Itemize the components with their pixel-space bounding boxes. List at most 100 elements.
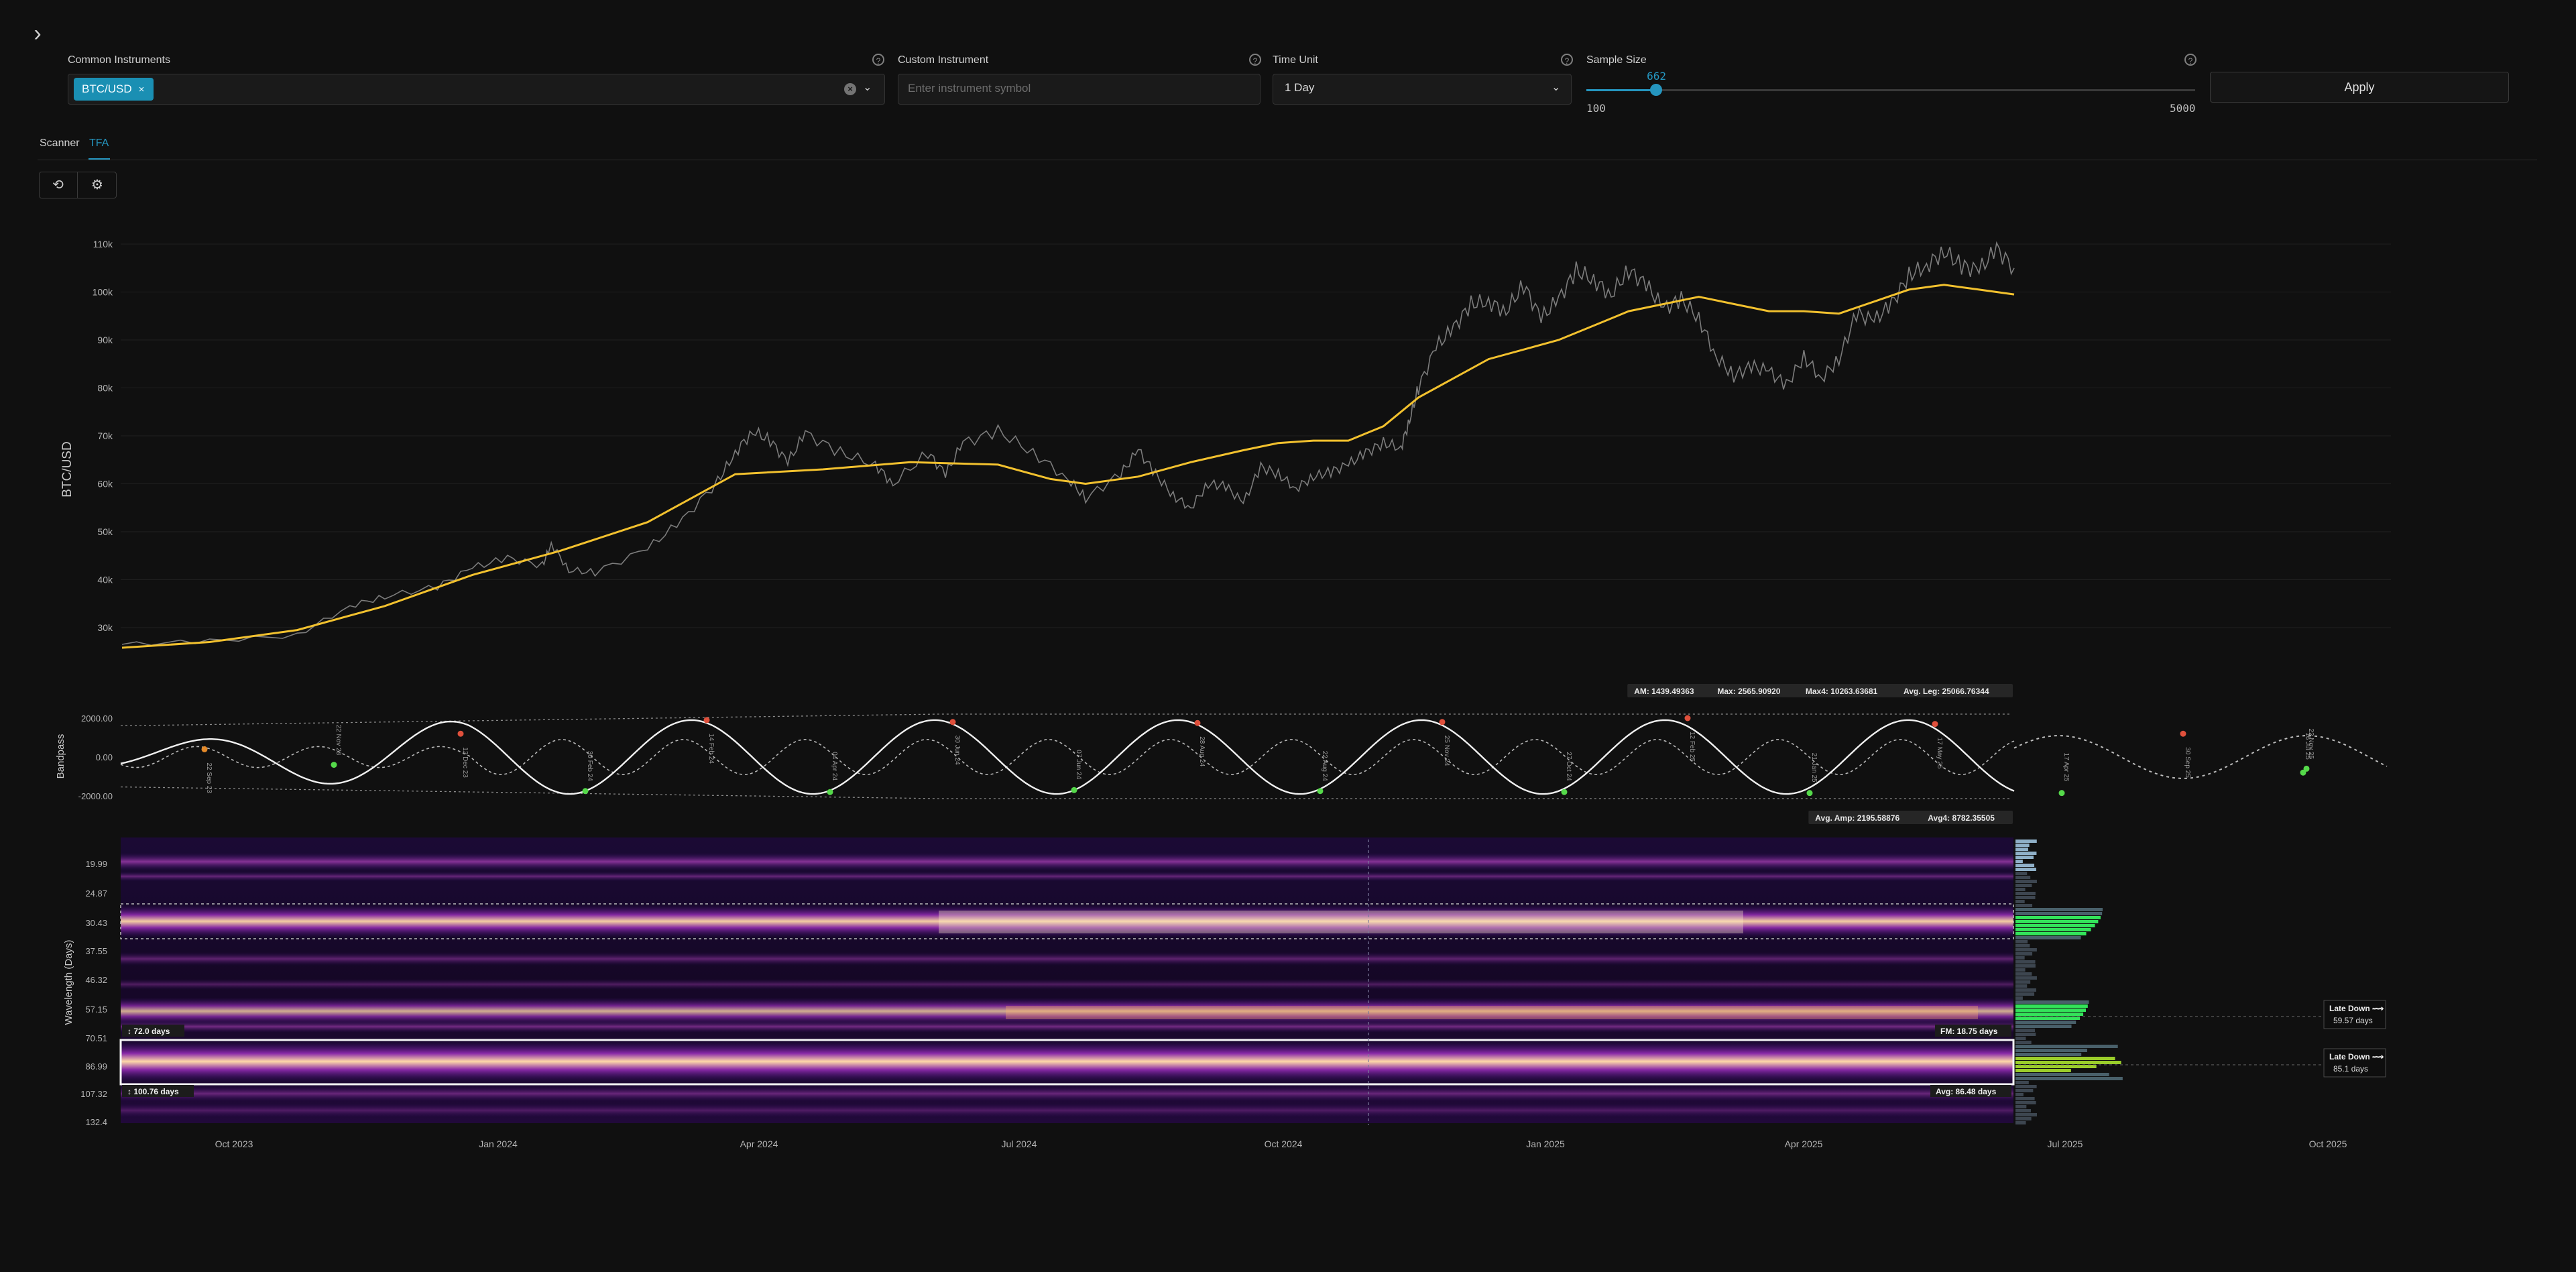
- heat-band: [121, 872, 2013, 881]
- trough-marker: [331, 762, 337, 768]
- help-icon[interactable]: ?: [1561, 54, 1573, 66]
- bandpass-wave: [120, 719, 2015, 795]
- label-bg: [1935, 1025, 2011, 1037]
- settings-icon[interactable]: ⚙: [91, 178, 103, 192]
- peak-marker: [2180, 730, 2186, 737]
- spectrum-bar: [2015, 1085, 2037, 1088]
- spectrum-bar: [2015, 1021, 2076, 1024]
- bandpass-markers: 22 Sep 23 12 Dec 23 14 Feb 24 30 Jun 24 28 A…: [201, 715, 2315, 797]
- peak-marker: [1684, 715, 1691, 721]
- instrument-chip[interactable]: BTC/USD ×: [74, 78, 154, 101]
- custom-instrument-input[interactable]: [898, 74, 1261, 105]
- spectrum-bar: [2015, 896, 2036, 899]
- sample-size-slider[interactable]: [1586, 89, 2195, 91]
- spectrum-bar: [2015, 1109, 2031, 1112]
- peak-marker: [1194, 719, 1201, 726]
- time-axis: Oct 2023 Jan 2024 Apr 2024 Jul 2024 Oct 2024…: [215, 1139, 2347, 1149]
- y-tick-label: 60k: [97, 479, 113, 489]
- spectrum-bar: [2015, 1113, 2037, 1116]
- annotation-title: Late Down ⟿: [2329, 1052, 2384, 1061]
- peak-marker: [1932, 721, 1938, 728]
- spectrum-bar: [2015, 1000, 2089, 1004]
- y-tick-label: 30k: [97, 622, 113, 633]
- price-axis-label: BTC/USD: [60, 441, 74, 497]
- price-series: [121, 241, 2015, 646]
- y-tick-label: 100k: [93, 287, 113, 298]
- x-tick-label: Oct 2024: [1265, 1139, 1303, 1149]
- time-unit-select[interactable]: [1273, 74, 1572, 105]
- selected-cycle-band[interactable]: [119, 1039, 2015, 1086]
- refresh-icon[interactable]: ⟲: [39, 172, 78, 198]
- price-y-ticks: 110k 100k 90k 80k 70k 60k 50k 40k 30k: [93, 239, 113, 633]
- help-icon[interactable]: ?: [1249, 54, 1261, 66]
- chevron-down-icon[interactable]: ⌄: [1552, 82, 1561, 93]
- help-icon[interactable]: ?: [872, 54, 884, 66]
- trough-marker: [2303, 765, 2310, 772]
- trough-marker: [1071, 787, 1077, 793]
- spectrum-bar: [2015, 984, 2028, 988]
- common-instruments-select[interactable]: [68, 74, 885, 105]
- custom-instrument-placeholder: Enter instrument symbol: [908, 82, 1031, 95]
- slider-fill: [1586, 89, 1657, 91]
- spectrum-bar: [2015, 972, 2032, 976]
- slider-value: 662: [1647, 70, 1667, 82]
- spectrum-bar: [2015, 956, 2025, 960]
- heatmap-y-ticks: 19.99 24.87 30.43 37.55 46.32 57.15 70.51 86.99…: [80, 859, 107, 1127]
- trough-marker: [582, 788, 589, 795]
- spectrum-bar: [2015, 992, 2035, 996]
- peak-label: 14 Feb 24: [707, 734, 715, 764]
- trough-marker: [1317, 788, 1324, 795]
- tab-tfa[interactable]: TFA: [89, 137, 109, 149]
- trough-label: 22 Nov 25: [2307, 728, 2315, 759]
- spectrum-bar: [2015, 996, 2023, 1000]
- y-tick-label: 37.55: [85, 946, 107, 956]
- spectrum-bar: [2015, 1077, 2123, 1080]
- peak-label: 17 May 25: [1936, 738, 1943, 769]
- spectrum-bar: [2015, 1013, 2084, 1016]
- spectrum-bar: [2015, 900, 2025, 903]
- peak-marker: [949, 719, 956, 726]
- spectrum-bar: [2015, 1093, 2024, 1096]
- sample-size-label: Sample Size: [1586, 54, 1647, 66]
- tab-scanner[interactable]: Scanner: [40, 137, 80, 149]
- bandpass-axis-label: Bandpass: [55, 734, 66, 779]
- annotation-title: Late Down ⟿: [2329, 1004, 2384, 1013]
- toolbar: [39, 172, 117, 198]
- spectrum-bar: [2015, 1057, 2115, 1060]
- x-tick-label: Apr 2024: [740, 1139, 778, 1149]
- heat-band: [121, 853, 2013, 870]
- help-icon[interactable]: ?: [2184, 54, 2197, 66]
- heat-band: [121, 1104, 2013, 1117]
- spectrum-bar: [2015, 1105, 2027, 1108]
- time-unit-label: Time Unit: [1273, 54, 1318, 66]
- clear-icon[interactable]: ×: [844, 83, 856, 95]
- trough-label: 22 Aug 24: [1321, 751, 1328, 781]
- spectrum-bar: [2015, 968, 2026, 972]
- label-bg: [122, 1025, 184, 1037]
- secondary-cycle-band[interactable]: [120, 903, 2014, 939]
- spectrum-bar: [2015, 908, 2103, 911]
- spectrum-bar: [2015, 876, 2031, 879]
- chevron-down-icon[interactable]: ⌄: [863, 82, 872, 93]
- spectrum-bar: [2015, 952, 2033, 956]
- y-tick-label: 24.87: [85, 888, 107, 899]
- bandpass-fast-wave: [120, 739, 2015, 775]
- y-tick-label: 90k: [97, 335, 113, 345]
- y-tick-label: 107.32: [80, 1089, 107, 1099]
- spectrum-bar: [2015, 840, 2037, 843]
- spectrum-bar: [2015, 1117, 2032, 1120]
- y-tick-label: 50k: [97, 526, 113, 537]
- spectrum-bar: [2015, 884, 2032, 887]
- heat-hotspot: [939, 911, 1743, 933]
- apply-button[interactable]: Apply: [2210, 72, 2509, 103]
- spectrum-bar: [2015, 1029, 2036, 1032]
- spectrum-bar: [2015, 1025, 2072, 1028]
- custom-instrument-label: Custom Instrument: [898, 54, 989, 66]
- trough-label: 04 Apr 24: [831, 752, 838, 780]
- chevron-right-icon[interactable]: ›: [34, 21, 42, 46]
- y-tick-label: 57.15: [85, 1004, 107, 1015]
- close-icon[interactable]: ×: [138, 84, 145, 95]
- slider-handle[interactable]: [1650, 84, 1663, 96]
- trough-label: 27 Oct 24: [1565, 752, 1572, 781]
